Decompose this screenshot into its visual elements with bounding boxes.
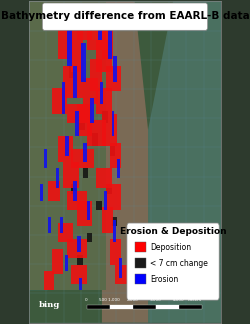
Bar	[77, 201, 92, 226]
Bar	[52, 249, 64, 274]
Bar	[66, 136, 69, 156]
Bar	[86, 201, 90, 220]
Bar	[71, 149, 94, 168]
Bar	[58, 223, 73, 242]
Bar	[156, 305, 179, 309]
Bar	[77, 255, 83, 265]
Bar	[90, 59, 102, 91]
Bar	[86, 233, 92, 242]
Bar	[71, 184, 77, 194]
Polygon shape	[29, 178, 58, 291]
Text: 3,000: 3,000	[150, 298, 162, 302]
Bar	[44, 271, 54, 291]
Bar	[56, 168, 59, 188]
Bar	[110, 239, 121, 265]
Bar	[86, 120, 106, 146]
Bar	[112, 110, 114, 136]
Bar	[60, 217, 62, 233]
Bar	[67, 17, 72, 66]
Text: bing: bing	[38, 301, 60, 309]
Bar	[71, 14, 83, 72]
Bar	[110, 146, 116, 156]
Bar	[69, 66, 77, 78]
Bar	[58, 21, 73, 59]
Text: Erosion: Erosion	[150, 275, 178, 284]
Bar	[77, 21, 92, 40]
Text: Deposition: Deposition	[150, 243, 191, 252]
Bar	[119, 258, 122, 278]
Bar	[106, 184, 121, 210]
Bar	[73, 181, 77, 201]
Bar	[66, 255, 68, 271]
Bar	[134, 274, 146, 284]
Bar	[104, 191, 107, 210]
Bar	[52, 88, 67, 114]
Bar	[134, 242, 146, 252]
Bar	[102, 114, 117, 146]
Bar	[110, 143, 121, 168]
Bar	[44, 149, 47, 168]
Bar	[102, 110, 108, 123]
Bar	[40, 184, 43, 201]
Bar	[58, 136, 73, 162]
Bar	[114, 56, 117, 82]
Bar	[117, 159, 120, 178]
Text: 4,000: 4,000	[173, 298, 185, 302]
Bar	[77, 104, 92, 136]
Bar	[100, 82, 103, 104]
Bar	[179, 305, 202, 309]
Bar	[48, 217, 51, 233]
Bar	[73, 66, 77, 98]
Bar	[86, 24, 106, 50]
Bar	[67, 104, 90, 123]
Bar	[96, 40, 112, 72]
Bar	[110, 305, 133, 309]
Bar	[75, 110, 79, 136]
FancyBboxPatch shape	[127, 223, 219, 300]
Polygon shape	[29, 1, 106, 291]
Bar	[48, 181, 60, 201]
Bar	[86, 305, 110, 309]
Text: 500 1,000: 500 1,000	[99, 298, 120, 302]
Bar	[79, 120, 85, 130]
Bar	[108, 27, 112, 59]
Text: 0: 0	[85, 298, 88, 302]
Text: < 7 cm change: < 7 cm change	[150, 259, 208, 268]
Bar	[79, 278, 82, 291]
Text: Erosion & Deposition: Erosion & Deposition	[120, 226, 226, 236]
Bar	[98, 14, 102, 40]
Bar	[90, 98, 94, 123]
Bar	[71, 265, 86, 284]
Text: Bathymetry difference from EAARL-B data: Bathymetry difference from EAARL-B data	[0, 11, 250, 21]
Bar	[64, 66, 83, 98]
Bar	[102, 21, 114, 59]
Bar	[112, 217, 117, 226]
Bar	[134, 258, 146, 268]
Bar	[96, 88, 112, 114]
Bar	[64, 162, 79, 188]
Polygon shape	[102, 1, 148, 323]
Text: Meters: Meters	[188, 298, 202, 302]
Bar	[67, 191, 86, 210]
Bar	[62, 82, 66, 114]
Bar	[83, 143, 86, 162]
Bar	[133, 305, 156, 309]
Bar	[106, 184, 112, 194]
Bar	[106, 66, 121, 91]
Text: 2,000: 2,000	[127, 298, 138, 302]
Bar	[83, 78, 98, 104]
Bar	[96, 201, 102, 210]
Bar	[81, 43, 86, 82]
Bar	[92, 133, 98, 146]
Bar	[102, 207, 114, 233]
Bar	[116, 265, 127, 284]
Bar	[77, 236, 81, 252]
Bar	[67, 239, 86, 258]
Bar	[96, 168, 112, 188]
Polygon shape	[148, 1, 221, 323]
Bar	[114, 220, 116, 242]
Bar	[83, 168, 88, 178]
FancyBboxPatch shape	[42, 3, 208, 30]
